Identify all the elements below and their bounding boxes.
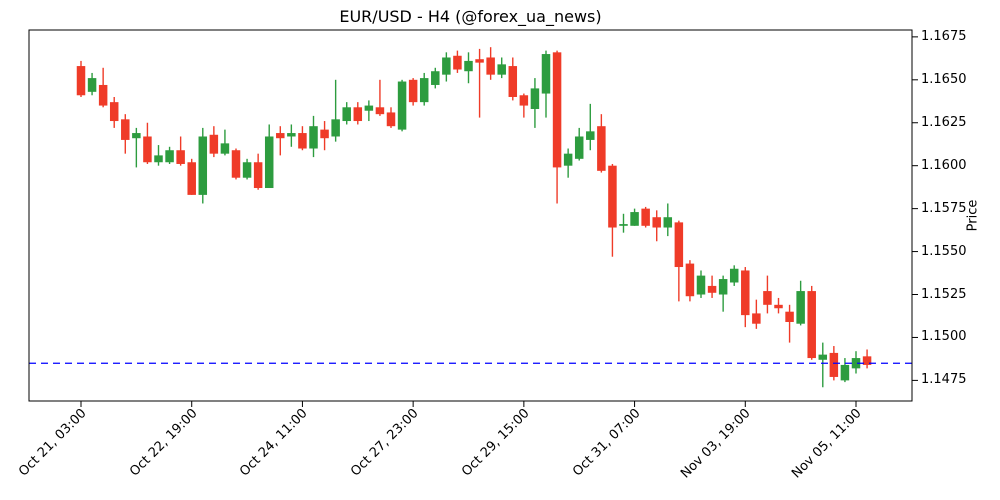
candle (353, 107, 363, 122)
candle (464, 60, 473, 72)
y-tick-label: 1.1500 (921, 329, 967, 345)
candle (796, 291, 805, 324)
candle (320, 129, 329, 139)
candle (242, 162, 252, 178)
candle (685, 263, 695, 297)
candle (763, 291, 772, 305)
candle (187, 162, 196, 195)
candle (298, 133, 307, 149)
candle (109, 102, 119, 122)
candle (608, 165, 617, 228)
candle (176, 150, 185, 164)
y-tick-label: 1.1650 (921, 71, 967, 87)
candle (408, 79, 418, 103)
candle (397, 81, 407, 130)
candle (442, 57, 451, 75)
candle (276, 133, 285, 139)
y-tick-label: 1.1475 (921, 372, 967, 388)
candle (718, 279, 728, 295)
candle (386, 112, 396, 127)
candle (287, 133, 296, 137)
candle (851, 358, 861, 369)
candle (729, 268, 739, 283)
candle (807, 291, 816, 359)
candle (486, 57, 495, 75)
candle (419, 78, 429, 103)
candle (519, 95, 529, 106)
candle (220, 143, 230, 154)
candle (165, 150, 174, 163)
candle (364, 105, 374, 111)
candle (674, 222, 684, 268)
candle (231, 150, 241, 178)
candle (818, 354, 828, 360)
candle (453, 55, 462, 70)
candle (574, 136, 584, 159)
candle (563, 153, 573, 166)
chart-title: EUR/USD - H4 (@forex_ua_news) (339, 7, 602, 26)
candle (87, 78, 97, 92)
y-tick-label: 1.1575 (921, 200, 967, 216)
candle (331, 119, 340, 137)
candle (154, 155, 163, 163)
candle (785, 311, 794, 322)
candle (652, 217, 661, 228)
candle (752, 313, 761, 324)
candle (143, 136, 152, 163)
y-tick-label: 1.1525 (921, 286, 967, 302)
candle (774, 304, 783, 309)
candle (375, 107, 385, 115)
candle (132, 133, 141, 139)
candle (597, 126, 606, 171)
candle (840, 364, 850, 381)
candle (76, 66, 86, 96)
candle (707, 285, 717, 293)
candle (198, 136, 208, 195)
candle (552, 52, 562, 168)
candle (475, 59, 484, 63)
candle (630, 212, 639, 226)
plot-border (28, 29, 913, 402)
candle (641, 208, 650, 226)
candle (530, 88, 540, 110)
candle (741, 270, 750, 316)
candle (508, 66, 518, 97)
y-axis-title: Price (965, 199, 981, 232)
candle (98, 84, 108, 106)
candle (663, 217, 673, 228)
candle (497, 64, 506, 75)
candle (541, 54, 551, 94)
y-tick-label: 1.1550 (921, 243, 967, 259)
candle (264, 136, 274, 189)
candle (586, 131, 595, 140)
y-tick-label: 1.1675 (921, 28, 967, 44)
candle (696, 275, 706, 295)
candle (209, 134, 219, 154)
candle (862, 356, 872, 365)
candle (342, 107, 351, 122)
candle (829, 352, 839, 377)
candle (121, 119, 130, 140)
y-tick-label: 1.1625 (921, 114, 967, 130)
candle (309, 126, 318, 149)
y-tick-label: 1.1600 (921, 157, 967, 173)
candle (619, 224, 628, 226)
candle (431, 71, 440, 85)
candle (253, 162, 263, 189)
